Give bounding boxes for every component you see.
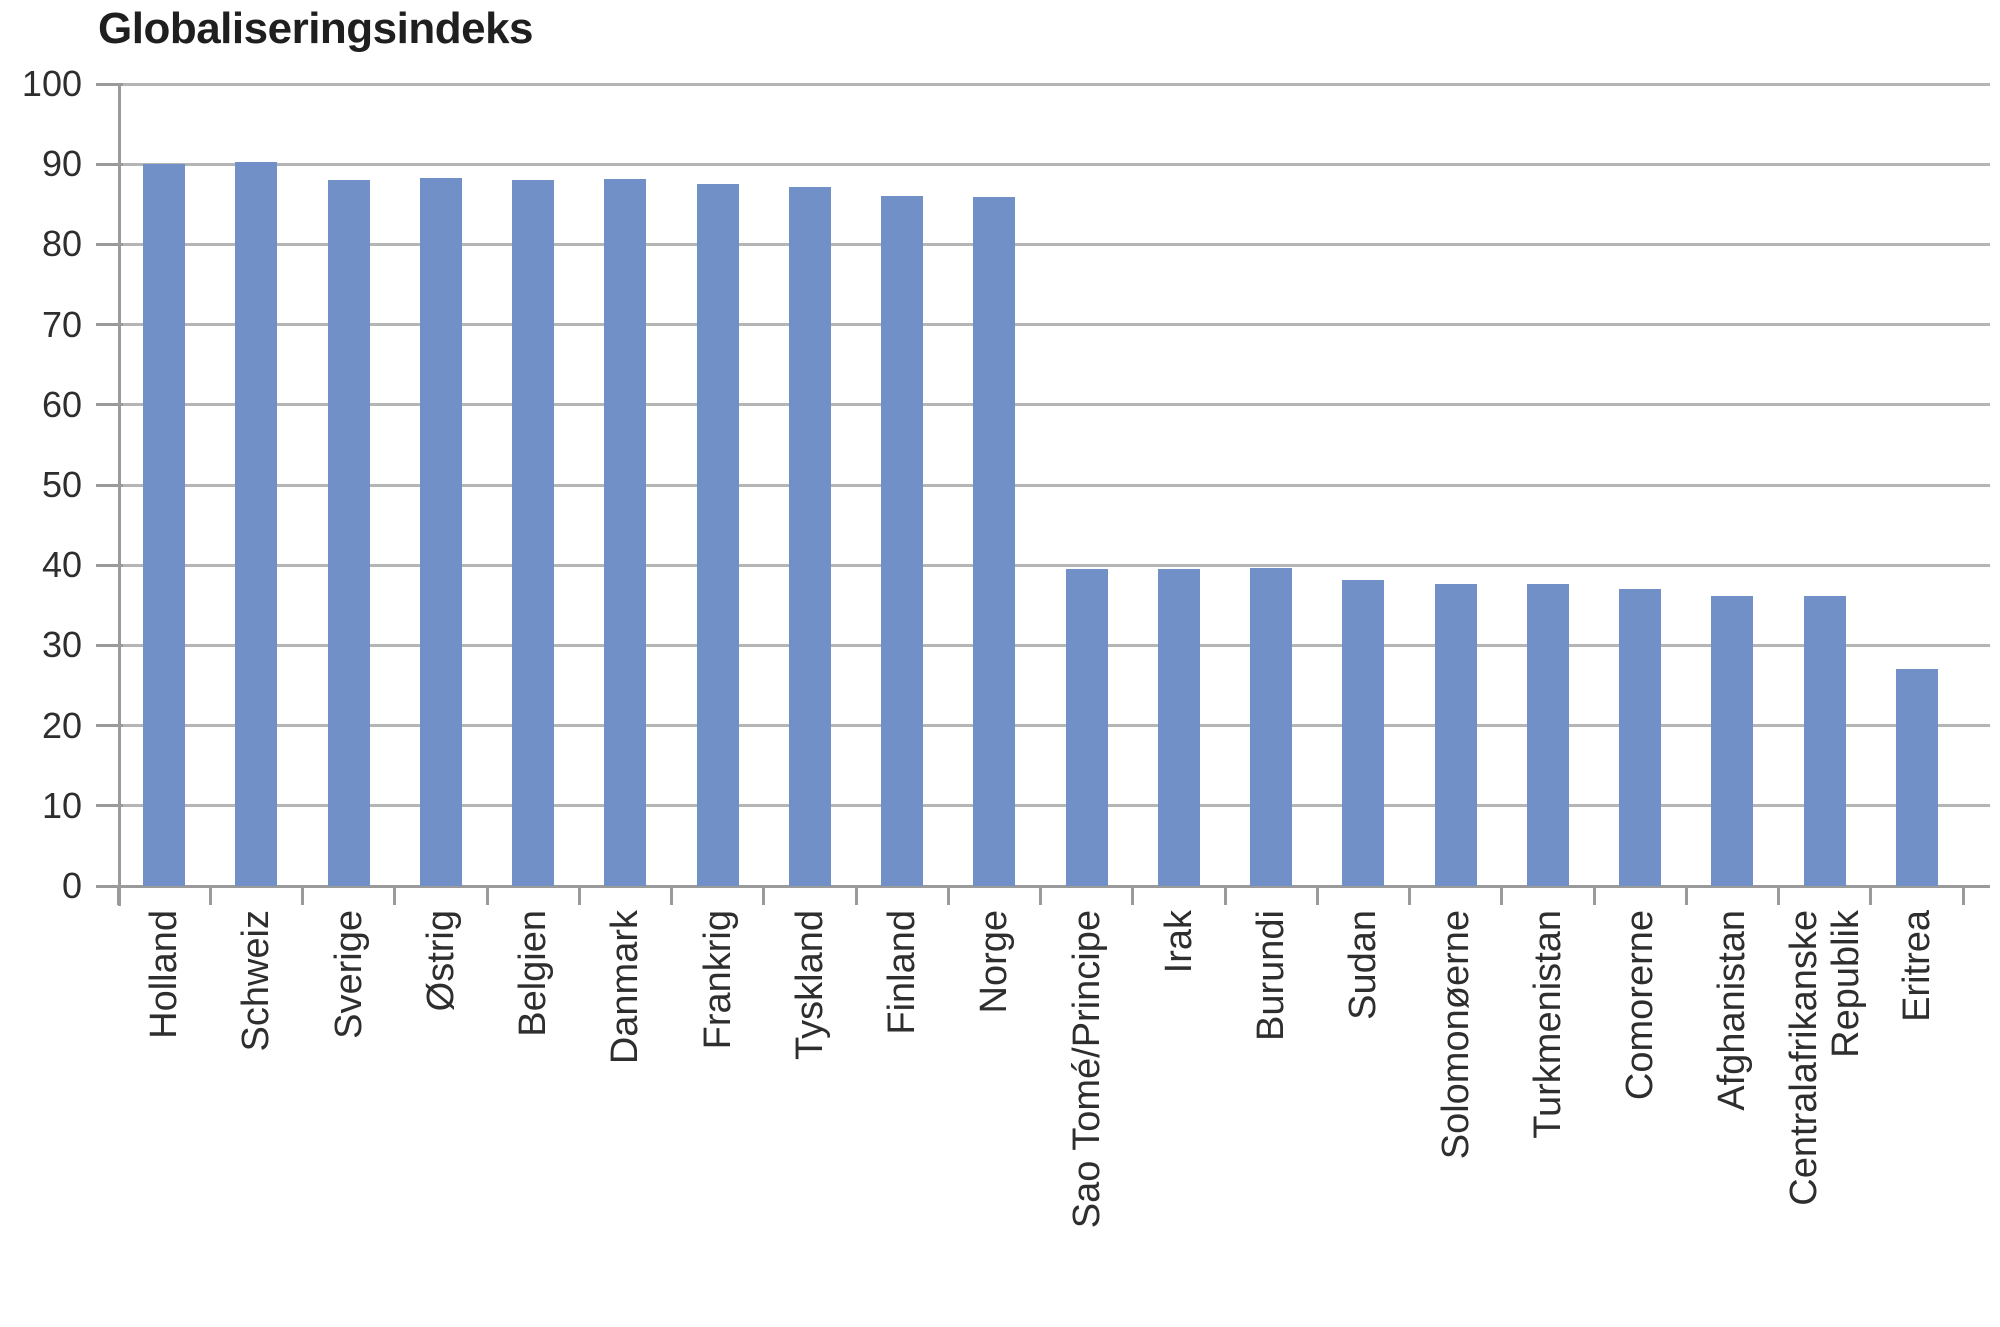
gridline-y-40	[118, 563, 1990, 567]
x-axis-tick-9	[946, 885, 950, 905]
x-axis-tick-16	[1592, 885, 1596, 905]
y-axis-tick-60	[96, 403, 123, 407]
x-axis-tick-0	[116, 885, 120, 905]
x-axis-tick-4	[485, 885, 489, 905]
x-axis-category-label-eritrea: Eritrea	[1895, 910, 1938, 1022]
y-axis-tick-label-30: 30	[41, 624, 82, 666]
x-axis-tick-11	[1131, 885, 1135, 905]
bar-danmark	[604, 178, 647, 886]
x-axis-tick-1	[208, 885, 212, 905]
x-axis-tick-8	[854, 885, 858, 905]
x-axis-tick-5	[577, 885, 581, 905]
x-axis-tick-6	[670, 885, 673, 905]
y-axis-tick-0	[96, 884, 123, 888]
x-axis-category-label-norge: Norge	[973, 910, 1016, 1014]
gridline-y-50	[118, 483, 1990, 487]
x-axis-category-label-burundi: Burundi	[1250, 910, 1293, 1041]
gridline-y-60	[118, 403, 1990, 407]
gridline-y-30	[118, 643, 1990, 647]
x-axis-category-label-belgien: Belgien	[512, 910, 555, 1037]
y-axis-tick-label-10: 10	[41, 784, 82, 826]
bar-holland	[143, 164, 186, 886]
bar-tyskland	[788, 187, 831, 886]
bar-centralafrikanske-republik	[1803, 595, 1846, 886]
x-axis-category-label-schweiz: Schweiz	[235, 910, 278, 1052]
x-axis-tick-13	[1315, 885, 1319, 905]
x-axis-tick-2	[301, 885, 304, 905]
x-axis-tick-14	[1408, 885, 1411, 905]
x-axis-baseline	[118, 884, 1990, 888]
y-axis-tick-50	[96, 483, 123, 487]
y-axis-tick-80	[96, 242, 123, 246]
x-axis-category-label-frankrig: Frankrig	[696, 910, 739, 1050]
bar-finland	[881, 196, 924, 886]
x-axis-category-label-sao-tomé-principe: Sao Tomé/Principe	[1065, 910, 1108, 1229]
x-axis-category-label-holland: Holland	[143, 910, 186, 1039]
y-axis-tick-label-80: 80	[41, 223, 82, 265]
gridline-y-100	[118, 82, 1990, 86]
y-axis-tick-90	[96, 162, 123, 166]
y-axis-tick-label-90: 90	[41, 143, 82, 185]
y-axis-tick-label-60: 60	[41, 383, 82, 425]
y-axis-tick-70	[96, 323, 123, 327]
x-axis-category-label-comorerne: Comorerne	[1619, 910, 1662, 1101]
bar-sverige	[327, 180, 370, 886]
y-axis-tick-100	[96, 82, 123, 86]
bar-comorerne	[1619, 589, 1662, 886]
x-axis-category-label-tyskland: Tyskland	[788, 910, 831, 1060]
x-axis-category-label-turkmenistan: Turkmenistan	[1526, 910, 1569, 1139]
bar-belgien	[512, 180, 555, 886]
x-axis-category-label-sudan: Sudan	[1342, 910, 1385, 1020]
y-axis-tick-label-70: 70	[41, 303, 82, 345]
x-axis-category-label-østrig: Østrig	[419, 910, 462, 1012]
y-axis-tick-20	[96, 724, 123, 728]
gridline-y-70	[118, 323, 1990, 327]
x-axis-tick-15	[1500, 885, 1504, 905]
bar-eritrea	[1895, 669, 1938, 886]
x-axis-tick-12	[1223, 885, 1227, 905]
x-axis-tick-7	[762, 885, 766, 905]
y-axis-tick-label-20: 20	[41, 704, 82, 746]
bar-turkmenistan	[1526, 583, 1569, 886]
y-axis-tick-label-100: 100	[21, 63, 82, 104]
x-axis-tick-19	[1869, 885, 1873, 905]
x-axis-category-label-danmark: Danmark	[604, 910, 647, 1065]
x-axis-category-label-finland: Finland	[881, 910, 924, 1035]
x-axis-category-label-solomonøerne: Solomonøerne	[1434, 910, 1477, 1160]
y-axis-tick-label-0: 0	[61, 865, 82, 906]
bar-østrig	[419, 177, 462, 886]
bar-irak	[1157, 569, 1200, 886]
bar-frankrig	[696, 184, 739, 886]
gridline-y-90	[118, 162, 1990, 166]
bar-norge	[973, 197, 1016, 886]
y-axis-line	[118, 84, 121, 906]
chart-title: Globaliseringsindeks	[98, 4, 534, 53]
y-axis-tick-label-50: 50	[41, 464, 82, 505]
x-axis-category-label-centralafrikanske-republik: Centralafrikanske Republik	[1782, 910, 1867, 1206]
x-axis-tick-18	[1777, 885, 1780, 905]
bar-sao-tomé-principe	[1065, 569, 1108, 886]
gridline-y-20	[118, 724, 1990, 728]
bar-sudan	[1342, 579, 1385, 886]
x-axis-category-label-afghanistan: Afghanistan	[1711, 910, 1754, 1111]
x-axis-category-label-irak: Irak	[1157, 910, 1200, 974]
bar-schweiz	[235, 161, 278, 886]
bar-solomonøerne	[1434, 583, 1477, 886]
gridline-y-10	[118, 804, 1990, 808]
x-axis-tick-20	[1961, 885, 1965, 905]
bar-afghanistan	[1711, 595, 1754, 886]
gridline-y-80	[118, 242, 1990, 246]
x-axis-category-label-sverige: Sverige	[327, 910, 370, 1039]
x-axis-tick-3	[393, 885, 397, 905]
y-axis-tick-30	[96, 643, 123, 647]
bar-burundi	[1250, 568, 1293, 886]
y-axis-tick-40	[96, 563, 123, 567]
y-axis-tick-label-40: 40	[41, 544, 82, 586]
x-axis-tick-10	[1039, 885, 1042, 905]
x-axis-tick-17	[1684, 885, 1688, 905]
y-axis-tick-10	[96, 804, 123, 808]
